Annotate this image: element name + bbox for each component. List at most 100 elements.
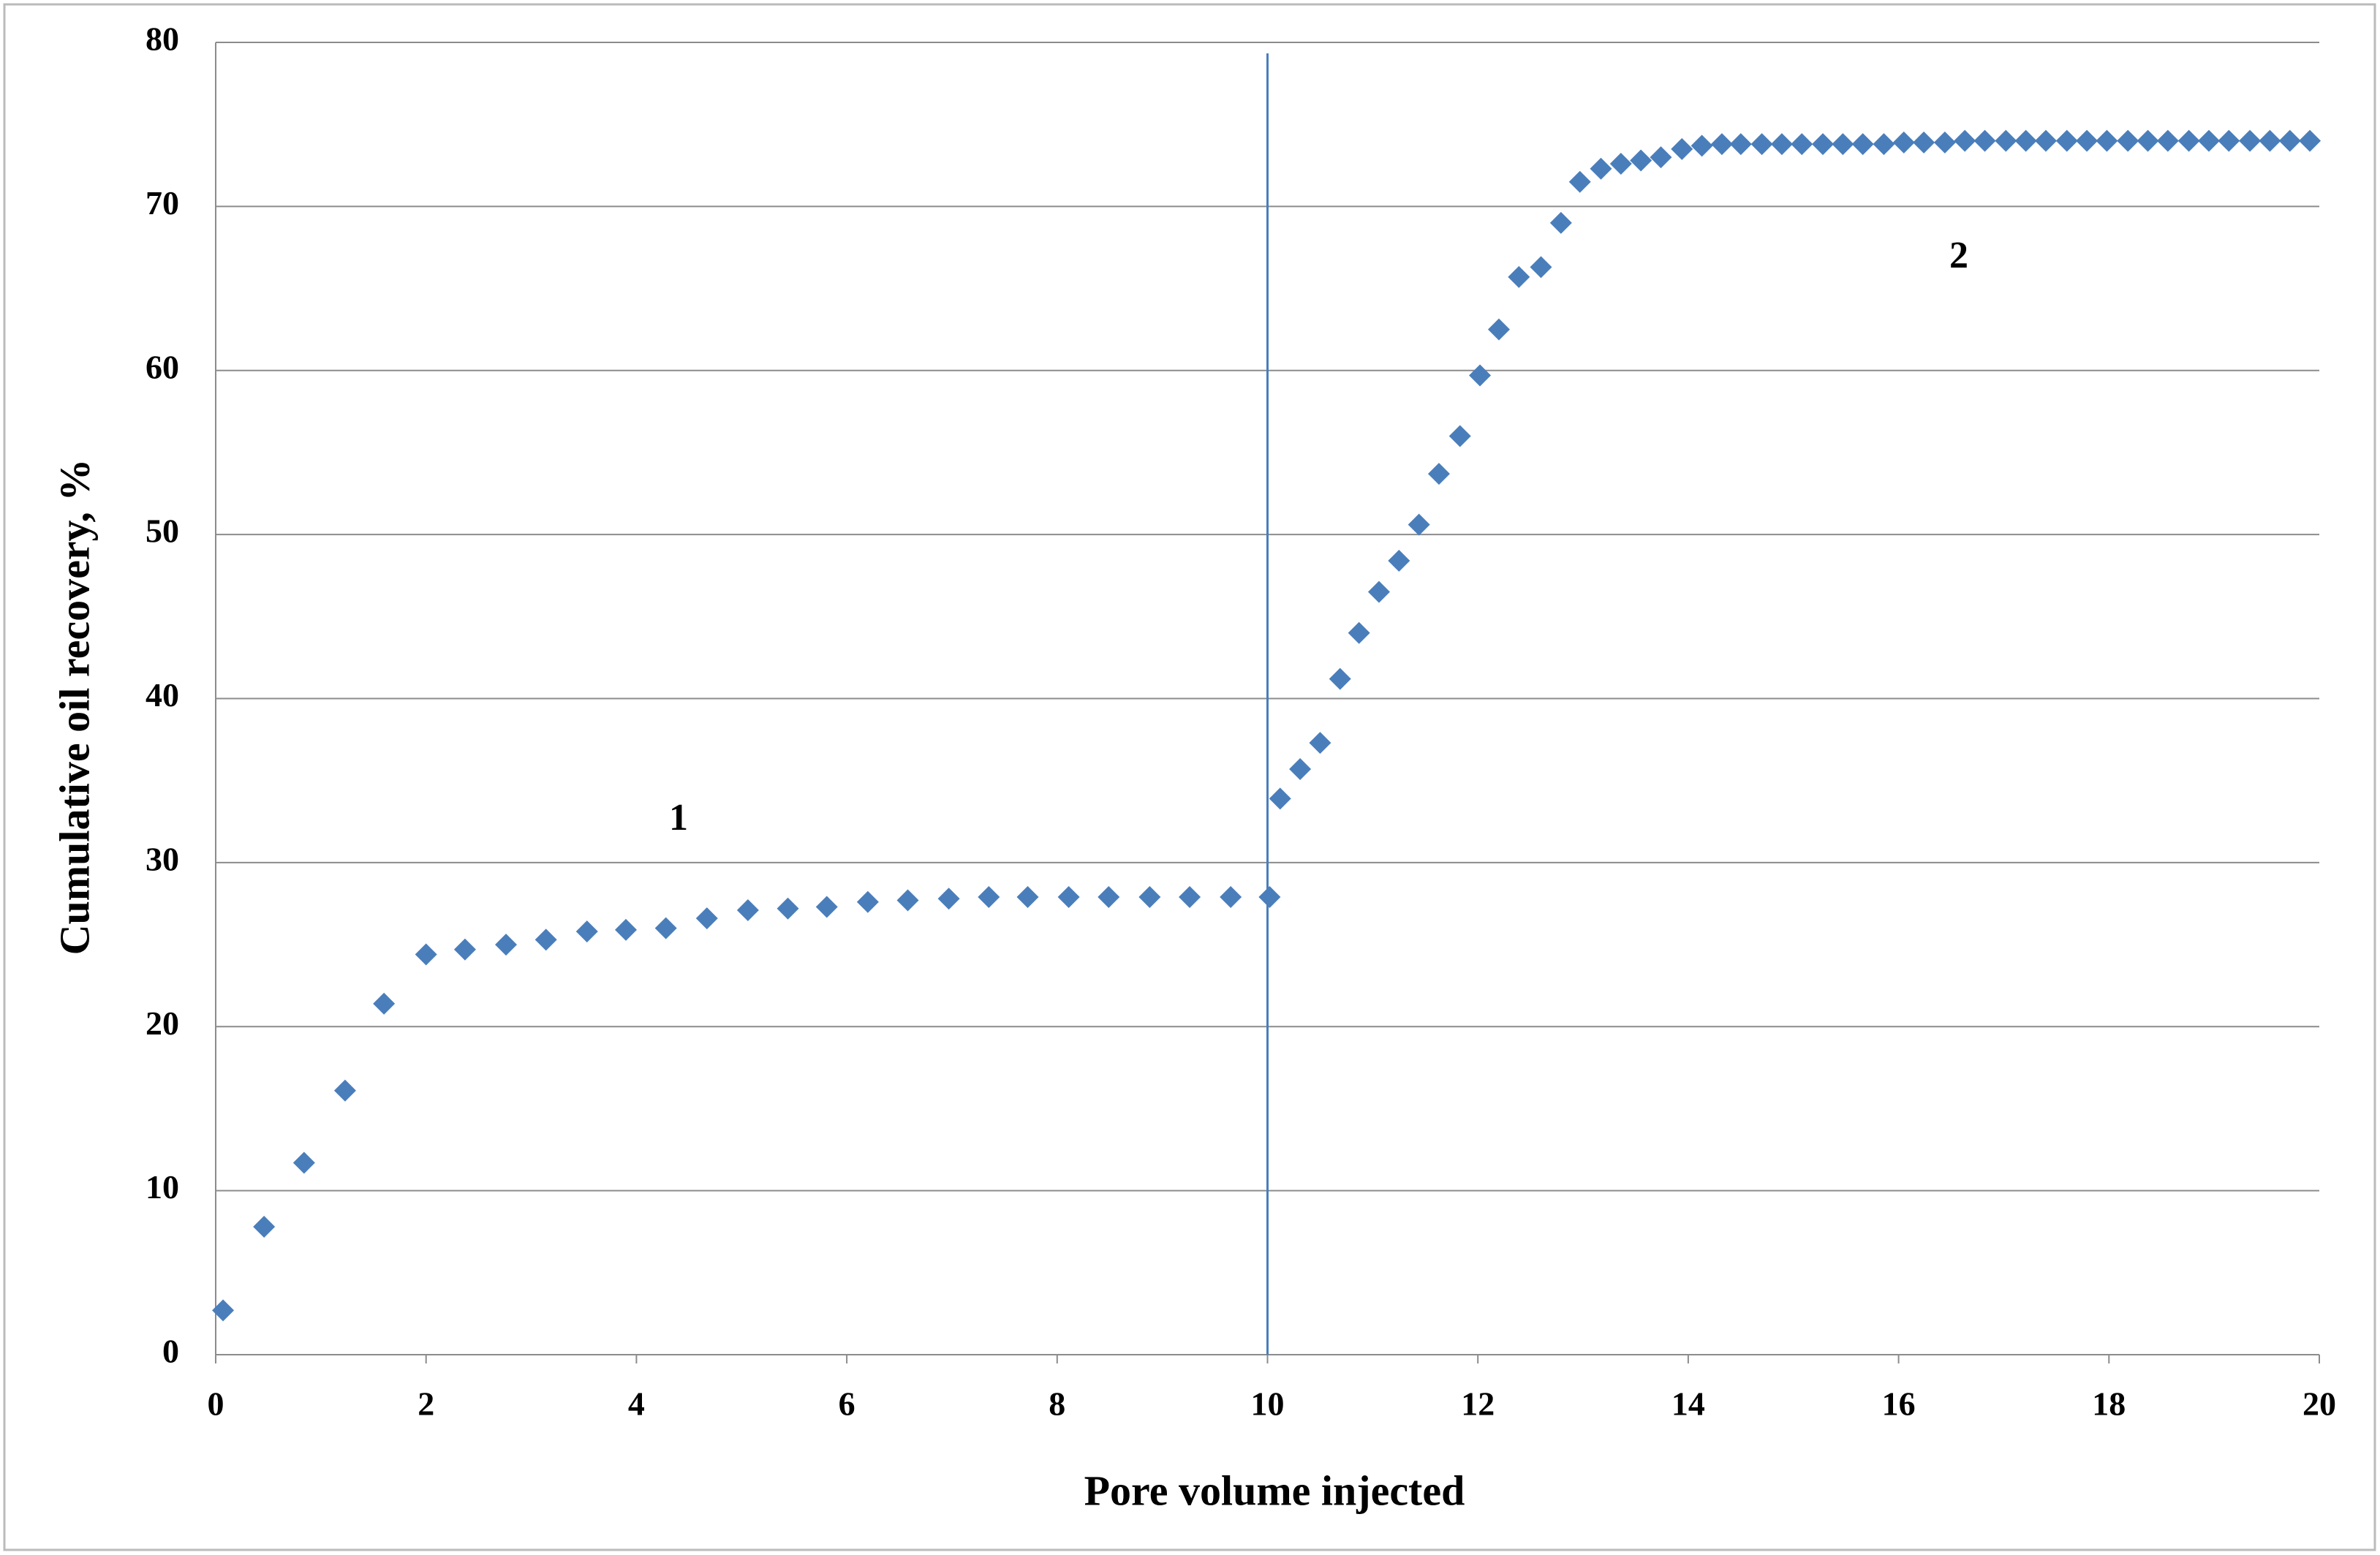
- data-point: [777, 897, 799, 920]
- chart-frame: [3, 3, 2376, 1551]
- data-point: [1851, 133, 1874, 156]
- data-point: [1348, 621, 1370, 644]
- data-point: [415, 943, 437, 966]
- data-point: [373, 992, 396, 1015]
- y-tick-label: 10: [146, 1168, 179, 1206]
- data-point: [815, 896, 838, 918]
- data-point: [1812, 133, 1835, 156]
- data-point: [1873, 133, 1895, 156]
- annotation: 1: [669, 797, 688, 839]
- data-point: [1269, 787, 1291, 810]
- data-point: [453, 938, 476, 961]
- y-tick-label: 50: [146, 512, 179, 550]
- annotation: 2: [1949, 235, 1968, 276]
- y-tick-label: 30: [146, 840, 179, 877]
- data-point: [212, 1299, 235, 1322]
- data-point: [1995, 129, 2017, 152]
- data-point: [2278, 129, 2301, 152]
- data-point: [615, 918, 638, 941]
- data-point: [2197, 129, 2220, 152]
- data-point: [1508, 265, 1530, 288]
- y-tick-label: 0: [162, 1333, 179, 1370]
- data-point: [896, 889, 919, 912]
- data-point: [1568, 170, 1591, 193]
- data-point: [1220, 885, 1242, 908]
- data-point: [2259, 129, 2281, 152]
- x-tick-label: 12: [1461, 1385, 1495, 1423]
- y-tick-label: 40: [146, 676, 179, 714]
- data-point: [1138, 885, 1161, 908]
- x-tick-label: 0: [208, 1385, 224, 1423]
- data-point: [1770, 133, 1793, 156]
- data-point: [1309, 732, 1331, 754]
- data-point: [1179, 885, 1201, 908]
- x-tick-label: 6: [839, 1385, 855, 1423]
- data-point: [534, 928, 557, 951]
- data-point: [1710, 133, 1733, 156]
- data-point: [2177, 129, 2200, 152]
- data-point: [2137, 129, 2159, 152]
- data-point: [937, 888, 960, 910]
- x-tick-label: 16: [1882, 1385, 1916, 1423]
- data-point: [1258, 885, 1281, 908]
- data-point: [1549, 211, 1572, 234]
- x-tick-label: 8: [1049, 1385, 1065, 1423]
- data-point: [1530, 256, 1552, 279]
- x-axis-title: Pore volume injected: [1084, 1467, 1465, 1514]
- data-point: [2014, 129, 2037, 152]
- data-point: [1408, 513, 1430, 536]
- data-point: [1729, 133, 1752, 156]
- data-point: [575, 920, 598, 943]
- data-point: [1098, 885, 1120, 908]
- data-point: [1690, 135, 1713, 157]
- data-point: [978, 885, 1000, 908]
- data-point: [2096, 129, 2118, 152]
- data-point: [1650, 146, 1672, 169]
- data-point: [2117, 129, 2139, 152]
- data-point: [1289, 757, 1312, 780]
- data-point: [2218, 129, 2240, 152]
- y-tick-label: 20: [146, 1004, 179, 1042]
- data-point: [856, 890, 879, 913]
- data-point: [1892, 131, 1915, 154]
- data-point: [1913, 131, 1935, 154]
- data-point: [1057, 885, 1080, 908]
- y-tick-label: 60: [146, 348, 179, 385]
- data-point: [2034, 129, 2057, 152]
- data-point: [1750, 133, 1773, 156]
- data-point: [2076, 129, 2098, 152]
- data-point: [1448, 425, 1471, 447]
- x-tick-label: 18: [2092, 1385, 2126, 1423]
- data-point: [1609, 153, 1632, 175]
- data-point: [1487, 318, 1510, 341]
- x-tick-label: 2: [418, 1385, 434, 1423]
- data-point: [495, 934, 518, 956]
- data-point: [1469, 364, 1492, 387]
- y-tick-label: 80: [146, 20, 179, 58]
- y-tick-label: 70: [146, 184, 179, 222]
- data-point: [1832, 133, 1854, 156]
- data-point: [2156, 129, 2179, 152]
- data-point: [1016, 885, 1039, 908]
- data-point: [1329, 667, 1351, 690]
- x-tick-label: 10: [1251, 1385, 1285, 1423]
- data-point: [1388, 550, 1410, 572]
- data-point: [2055, 129, 2078, 152]
- data-point: [1630, 149, 1652, 172]
- x-tick-label: 14: [1671, 1385, 1705, 1423]
- data-point: [1671, 137, 1693, 160]
- data-point: [1427, 463, 1450, 485]
- data-point: [1590, 157, 1612, 180]
- x-tick-label: 20: [2302, 1385, 2336, 1423]
- y-axis-title: Cumulative oil recovery, %: [50, 459, 98, 956]
- data-point: [253, 1215, 276, 1238]
- data-point: [1973, 129, 1996, 152]
- data-point: [1367, 580, 1390, 603]
- data-point: [2239, 129, 2262, 152]
- data-point: [1954, 129, 1976, 152]
- x-tick-label: 4: [628, 1385, 645, 1423]
- data-point: [1933, 131, 1956, 154]
- data-point: [2299, 129, 2322, 152]
- data-point: [736, 898, 759, 921]
